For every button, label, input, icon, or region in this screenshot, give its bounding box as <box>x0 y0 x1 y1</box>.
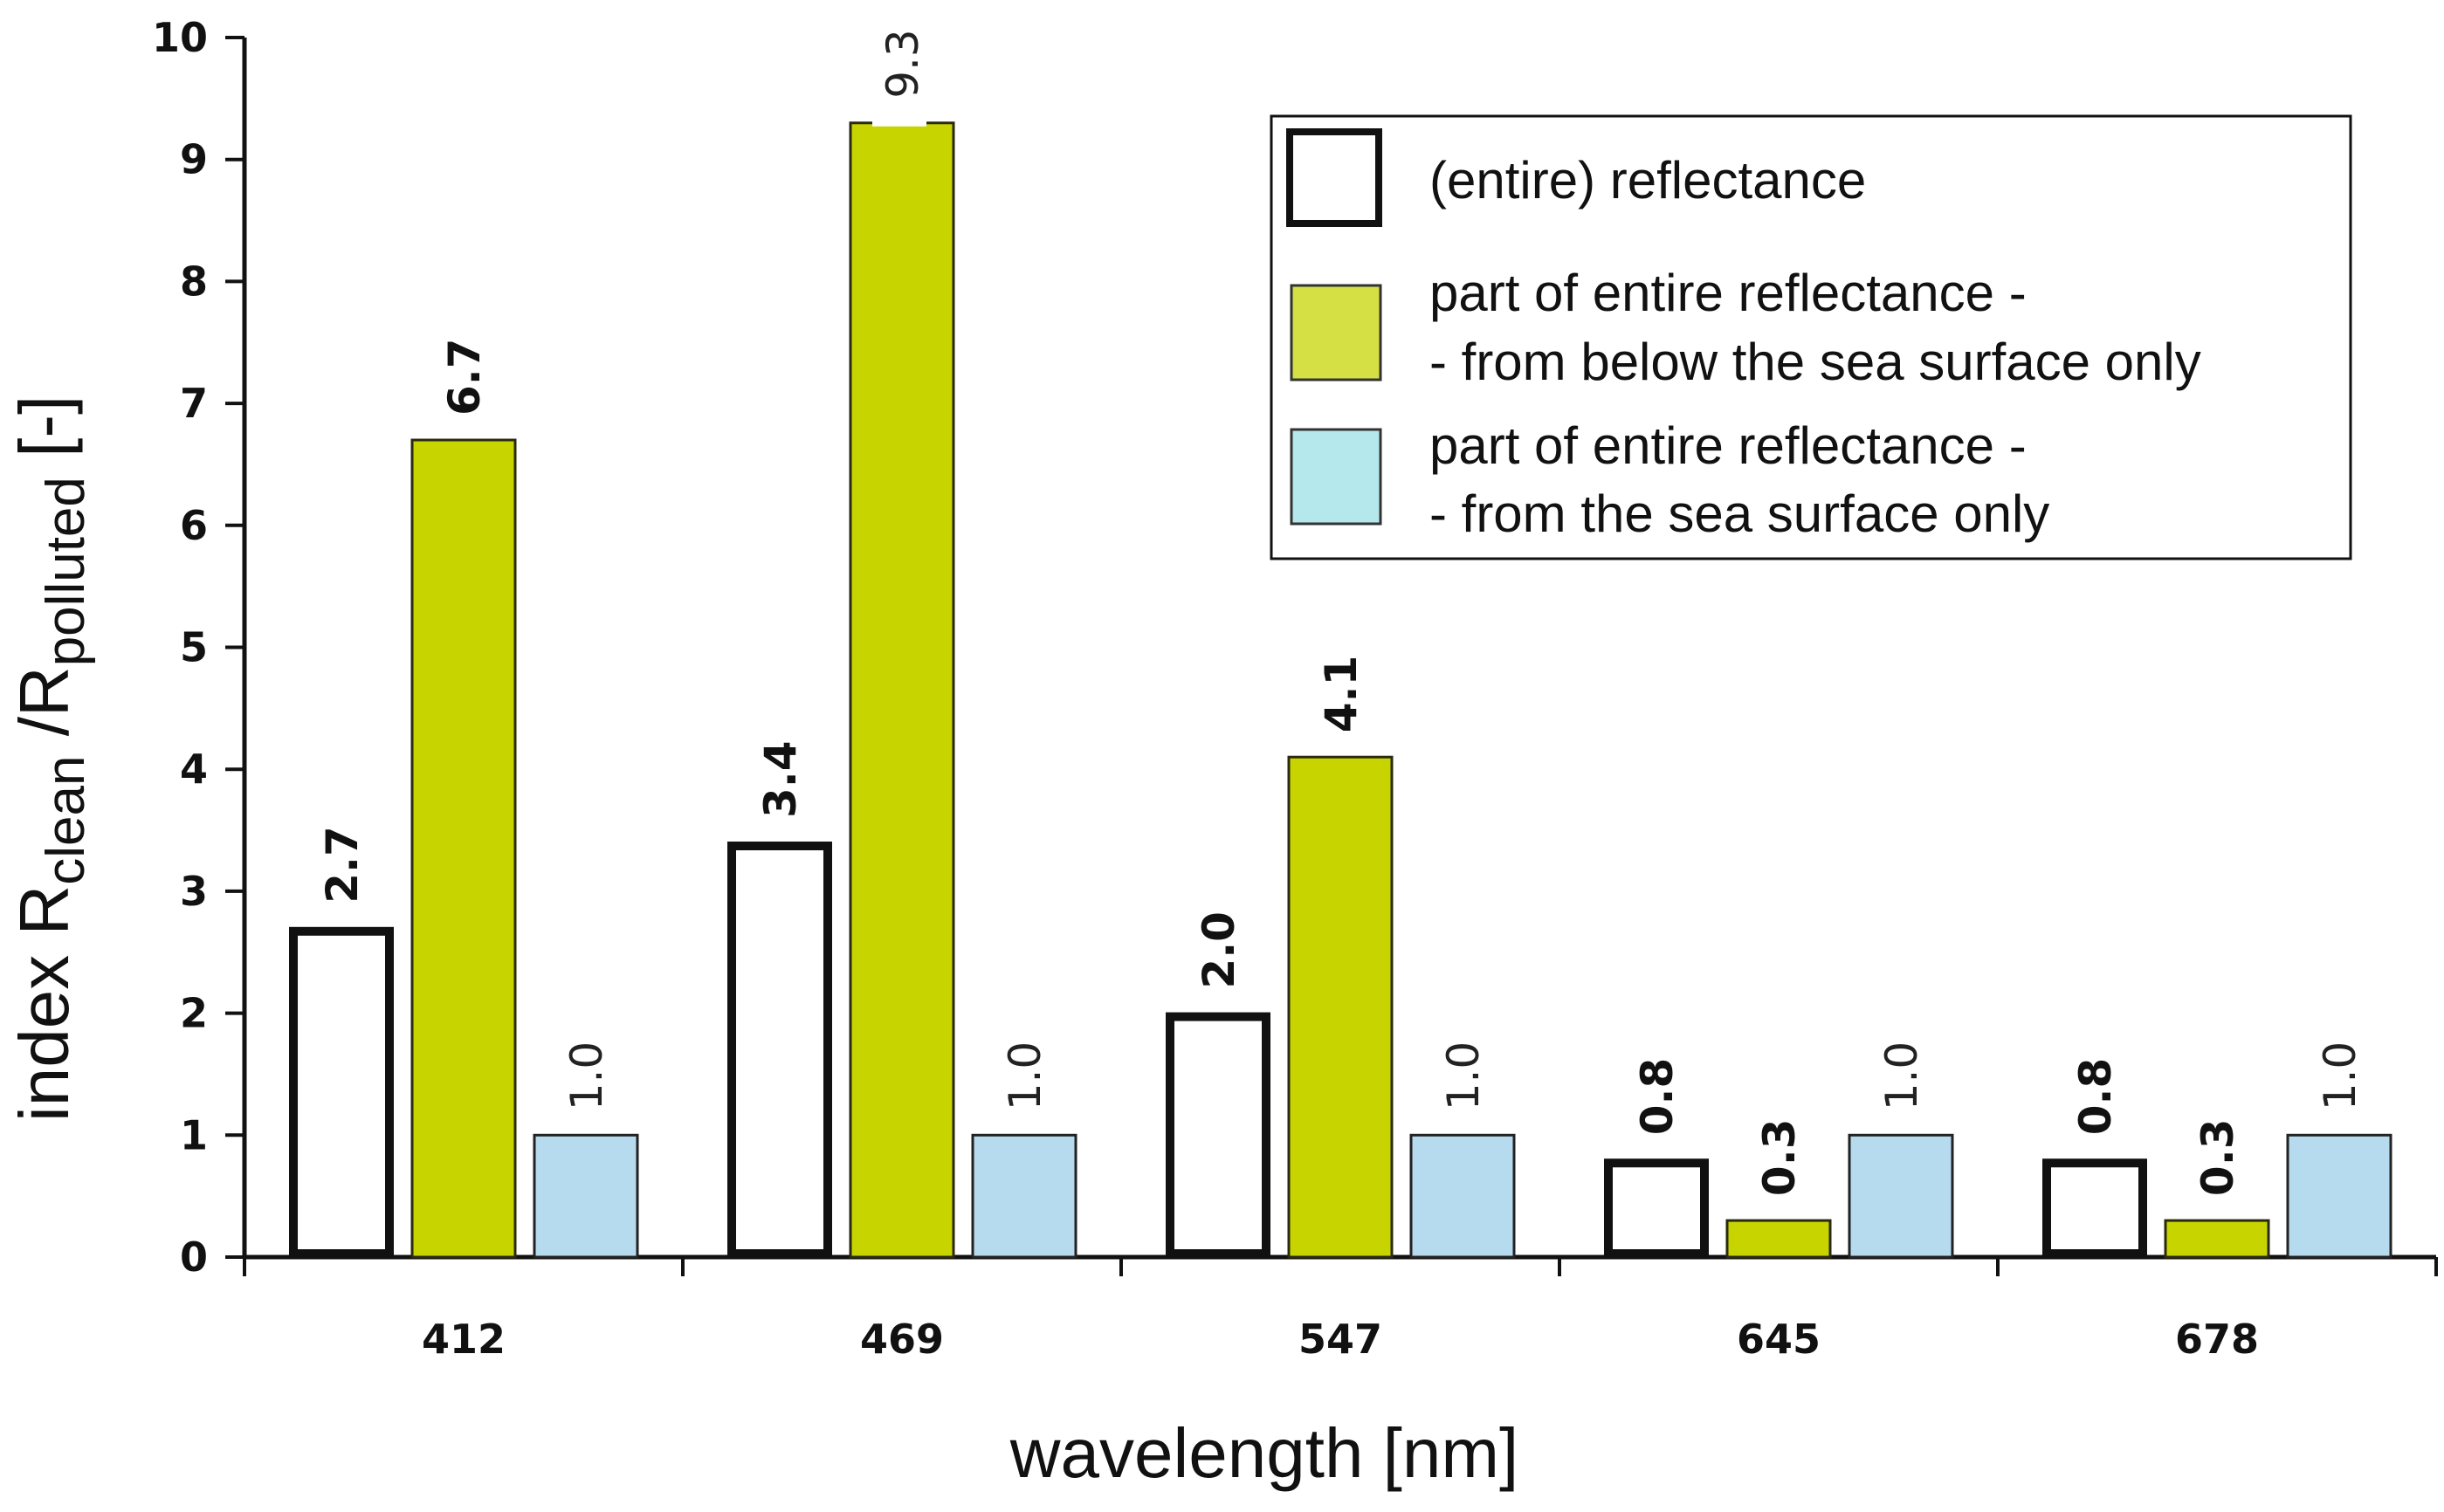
y-tick-label: 2 <box>180 990 208 1037</box>
bar-below-sea-surface <box>1287 755 1394 1259</box>
x-tick-label: 547 <box>1298 1316 1382 1363</box>
bar-sea-surface <box>971 1133 1077 1259</box>
legend-label-sea-surface-line2: - from the sea surface only <box>1429 485 2049 543</box>
bar-value-label: 3.4 <box>755 740 806 818</box>
bar-value-label: 0.3 <box>2193 1119 2243 1197</box>
bar-entire-reflectance <box>289 926 394 1259</box>
y-tick-label: 1 <box>180 1111 208 1158</box>
bar-entire-reflectance <box>2042 1158 2147 1258</box>
legend-swatch-sea-surface <box>1290 428 1382 526</box>
bar-sea-surface <box>1848 1133 1954 1259</box>
y-tick-label: 6 <box>180 502 208 549</box>
bar-below-sea-surface <box>1725 1219 1832 1259</box>
legend: (entire) reflectance part of entire refl… <box>1270 114 2352 560</box>
bar-value-label: 0.8 <box>1632 1058 1683 1136</box>
x-tick-label: 469 <box>860 1316 944 1363</box>
legend-box <box>1270 114 2352 560</box>
y-tick-label: 9 <box>180 136 208 183</box>
legend-label-below-surface-line1: part of entire reflectance - <box>1429 264 2027 322</box>
y-axis-title-mid: /R <box>5 666 83 755</box>
y-axis-title: index Rclean /Rpolluted [-] <box>5 395 96 1122</box>
bar-value-label: 1.0 <box>1876 1041 1927 1111</box>
y-tick-label: 10 <box>152 14 208 61</box>
y-tick-label: 8 <box>180 258 208 305</box>
x-axis-title: wavelength [nm] <box>1009 1414 1519 1492</box>
bar-sea-surface <box>533 1133 639 1259</box>
value-label-bg <box>872 45 926 127</box>
bar-value-label: 1.0 <box>1438 1041 1489 1111</box>
x-tick-label: 645 <box>1737 1316 1821 1363</box>
legend-swatch-entire <box>1286 128 1382 227</box>
bar-value-label: 0.3 <box>1754 1119 1805 1197</box>
y-axis-title-sub-clean: clean <box>36 756 96 885</box>
x-tick-label: 412 <box>422 1316 506 1363</box>
bar-value-label: 1.0 <box>2315 1041 2365 1111</box>
bar-value-label: 1.0 <box>1000 1041 1050 1111</box>
y-axis-title-suffix: [-] <box>5 395 83 477</box>
bar-value-label: 6.7 <box>439 338 490 416</box>
y-tick-label: 4 <box>180 746 208 793</box>
legend-label-below-surface-line2: - from below the sea surface only <box>1429 333 2201 391</box>
bars <box>289 121 2392 1259</box>
bar-value-label: 4.1 <box>1316 656 1367 733</box>
bar-below-sea-surface <box>849 121 955 1259</box>
y-axis-title-prefix: index R <box>5 885 83 1122</box>
bar-value-label: 2.7 <box>317 826 368 904</box>
y-tick-label: 3 <box>180 868 208 915</box>
bar-entire-reflectance <box>1166 1012 1270 1258</box>
y-tick-label: 7 <box>180 380 208 427</box>
bar-below-sea-surface <box>410 438 517 1259</box>
x-tick-label: 678 <box>2175 1316 2259 1363</box>
y-tick-label: 0 <box>180 1234 208 1281</box>
bar-sea-surface <box>2286 1133 2392 1259</box>
legend-label-entire: (entire) reflectance <box>1429 151 1866 210</box>
bar-sea-surface <box>1409 1133 1516 1259</box>
y-tick-label: 5 <box>180 624 208 671</box>
bar-value-label: 9.3 <box>878 29 928 99</box>
bar-entire-reflectance <box>727 842 832 1259</box>
bar-value-label: 1.0 <box>561 1041 612 1111</box>
y-axis-ticks: 0 1 2 3 4 5 6 7 8 9 10 <box>152 14 244 1281</box>
legend-label-sea-surface-line1: part of entire reflectance - <box>1429 416 2027 475</box>
bar-value-label: 0.8 <box>2070 1058 2121 1136</box>
legend-swatch-below-surface <box>1290 284 1382 381</box>
bar-entire-reflectance <box>1604 1158 1709 1258</box>
y-axis-title-sub-polluted: polluted <box>36 477 96 666</box>
x-axis-ticks: 412 469 547 645 678 <box>243 1257 2438 1363</box>
bar-value-labels: 2.7 6.7 1.0 3.4 9.3 1.0 2.0 4.1 1.0 0.8 0.3 1.0 0.8 0… <box>317 29 2365 1196</box>
bar-below-sea-surface <box>2164 1219 2270 1259</box>
bar-value-label: 2.0 <box>1194 911 1244 989</box>
